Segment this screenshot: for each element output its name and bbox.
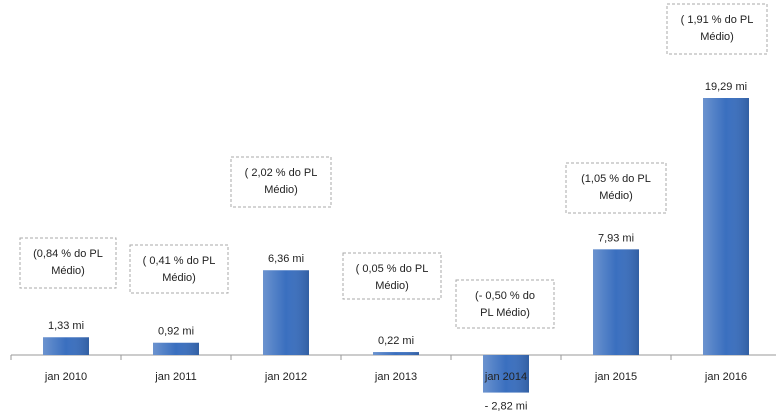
value-label: 0,92 mi bbox=[158, 326, 194, 338]
annotation-box bbox=[342, 252, 442, 300]
value-label: 7,93 mi bbox=[598, 232, 634, 244]
annotation: PL Médio) bbox=[480, 307, 530, 319]
bar-shade bbox=[373, 352, 419, 355]
x-tick-label: jan 2013 bbox=[374, 371, 417, 383]
x-tick-label: jan 2015 bbox=[594, 371, 637, 383]
annotation: Médio) bbox=[264, 184, 298, 196]
annotation: Médio) bbox=[375, 280, 409, 292]
annotation-box bbox=[666, 3, 768, 55]
annotation-box bbox=[19, 237, 117, 289]
bar-shade bbox=[263, 270, 309, 355]
annotation: Médio) bbox=[162, 272, 196, 284]
annotation: Médio) bbox=[51, 265, 85, 277]
bar-shade bbox=[593, 249, 639, 355]
x-tick-label: jan 2011 bbox=[154, 371, 196, 383]
x-tick-label: jan 2016 bbox=[704, 371, 747, 383]
x-tick-label: jan 2010 bbox=[44, 371, 87, 383]
annotation: ( 1,91 % do PL bbox=[681, 14, 754, 26]
annotation: (0,84 % do PL bbox=[33, 248, 103, 260]
annotation: ( 0,41 % do PL bbox=[143, 255, 216, 267]
bar-shade bbox=[153, 342, 199, 355]
annotation-box bbox=[129, 244, 229, 294]
value-label: - 2,82 mi bbox=[485, 400, 528, 412]
x-tick-label: jan 2012 bbox=[264, 371, 307, 383]
x-tick-label: jan 2014 bbox=[484, 371, 527, 383]
value-label: 19,29 mi bbox=[705, 81, 747, 93]
bar-shade bbox=[703, 98, 749, 355]
annotation-box bbox=[230, 156, 332, 208]
annotation: (- 0,50 % do bbox=[475, 290, 535, 302]
value-label: 6,36 mi bbox=[268, 253, 304, 265]
annotation: Médio) bbox=[599, 190, 633, 202]
annotation: ( 0,05 % do PL bbox=[356, 263, 429, 275]
annotation: (1,05 % do PL bbox=[581, 173, 651, 185]
value-label: 0,22 mi bbox=[378, 335, 414, 347]
bar-shade bbox=[43, 337, 89, 355]
annotation-box bbox=[565, 162, 667, 214]
annotation: ( 2,02 % do PL bbox=[245, 167, 318, 179]
annotation: Médio) bbox=[700, 31, 734, 43]
annotation-box bbox=[455, 279, 555, 329]
value-label: 1,33 mi bbox=[48, 320, 84, 332]
bar-shade bbox=[483, 355, 529, 393]
